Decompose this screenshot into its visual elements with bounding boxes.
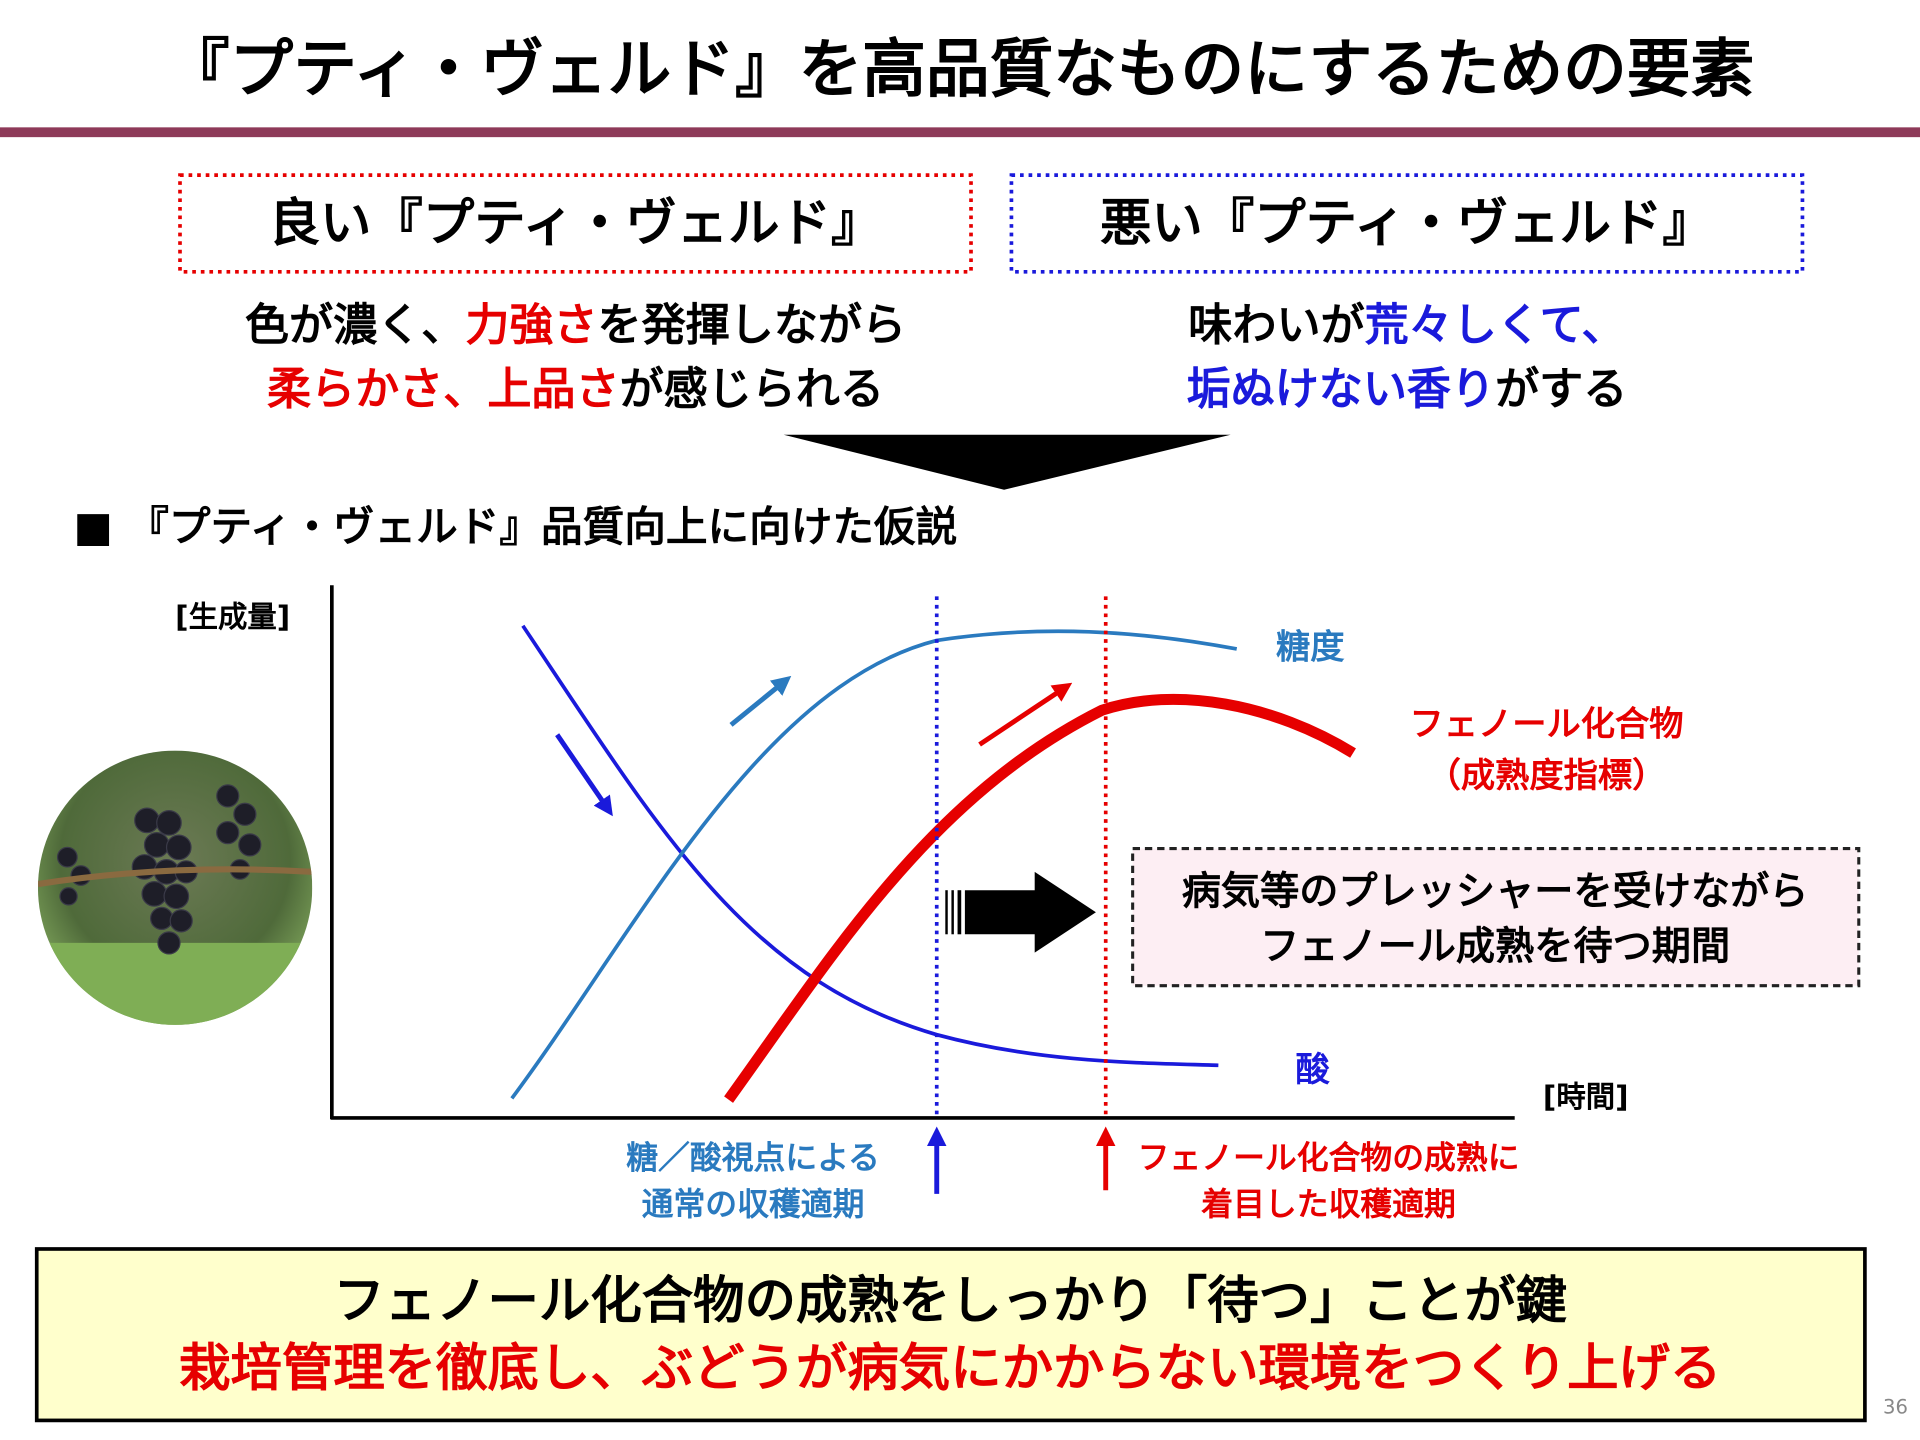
good-description: 色が濃く、力強さを発揮しながら	[245, 300, 906, 351]
text-segment: 力強さ	[465, 300, 597, 351]
trend-arrow	[555, 733, 613, 817]
trend-arrow	[978, 682, 1073, 747]
good-box	[178, 173, 973, 274]
text-segment: を発揮しながら	[598, 300, 907, 351]
text-segment: 荒々しくて、	[1365, 300, 1626, 351]
acid-curve	[521, 624, 1219, 1068]
text-segment: 栽培管理を徹底し、ぶどうが病気にかからない環境をつくり上げる	[179, 1338, 1721, 1398]
text-segment: 垢ぬけない香り	[1187, 364, 1496, 415]
good-description: 柔らかさ、上品さが感じられる	[267, 364, 884, 415]
text-segment: がする	[1495, 364, 1627, 415]
acid-label: 酸	[1296, 1050, 1331, 1090]
section-heading: ■ 『プティ・ヴェルド』品質向上に向けた仮説	[73, 502, 957, 551]
y-axis-label: [生成量]	[175, 600, 290, 634]
text-segment: 味わいが	[1188, 300, 1364, 351]
bad-heading: 悪い『プティ・ヴェルド』	[1100, 194, 1714, 254]
harvest-normal-label: 糖／酸視点による	[626, 1139, 880, 1177]
text-segment: フェノール化合物の成熟をしっかり「待つ」ことが鍵	[333, 1271, 1567, 1331]
sugar-label: 糖度	[1276, 627, 1345, 667]
harvest-phenol-label: フェノール化合物の成熟に	[1138, 1139, 1520, 1177]
waiting-text: フェノール成熟を待つ期間	[1260, 924, 1730, 969]
phenol-curve	[724, 693, 1356, 1103]
conclusion-line: フェノール化合物の成熟をしっかり「待つ」ことが鍵	[333, 1271, 1567, 1331]
title: 『プティ・ヴェルド』を高品質なものにするための要素	[166, 33, 1754, 107]
text-segment: 色が濃く、	[245, 300, 465, 351]
text-segment: 柔らかさ、上品さ	[267, 364, 620, 415]
page-number: 36	[1883, 1396, 1908, 1419]
trend-arrow	[729, 675, 792, 727]
harvest-normal-label: 通常の収穫適期	[642, 1185, 865, 1223]
bad-description: 味わいが荒々しくて、	[1188, 300, 1625, 351]
x-axis-label: [時間]	[1543, 1080, 1629, 1114]
bad-box	[1009, 173, 1805, 274]
sugar-curve	[510, 629, 1238, 1100]
text-segment: が感じられる	[620, 364, 884, 415]
title-rule	[0, 127, 1920, 138]
wait-arrow	[945, 871, 1096, 953]
good-heading: 良い『プティ・ヴェルド』	[269, 194, 883, 254]
bad-description: 垢ぬけない香りがする	[1187, 364, 1628, 415]
conclusion-box	[34, 1247, 1867, 1423]
conclusion-line: 栽培管理を徹底し、ぶどうが病気にかからない環境をつくり上げる	[179, 1338, 1721, 1398]
grape-photo	[37, 750, 313, 1025]
waiting-box	[1131, 847, 1861, 988]
phenol-label: （成熟度指標）	[1427, 756, 1667, 796]
harvest-phenol-label: 着目した収穫適期	[1200, 1185, 1456, 1223]
waiting-text: 病気等のプレッシャーを受けながら	[1182, 869, 1809, 914]
down-triangle	[783, 434, 1231, 490]
phenol-label: フェノール化合物	[1409, 705, 1683, 745]
